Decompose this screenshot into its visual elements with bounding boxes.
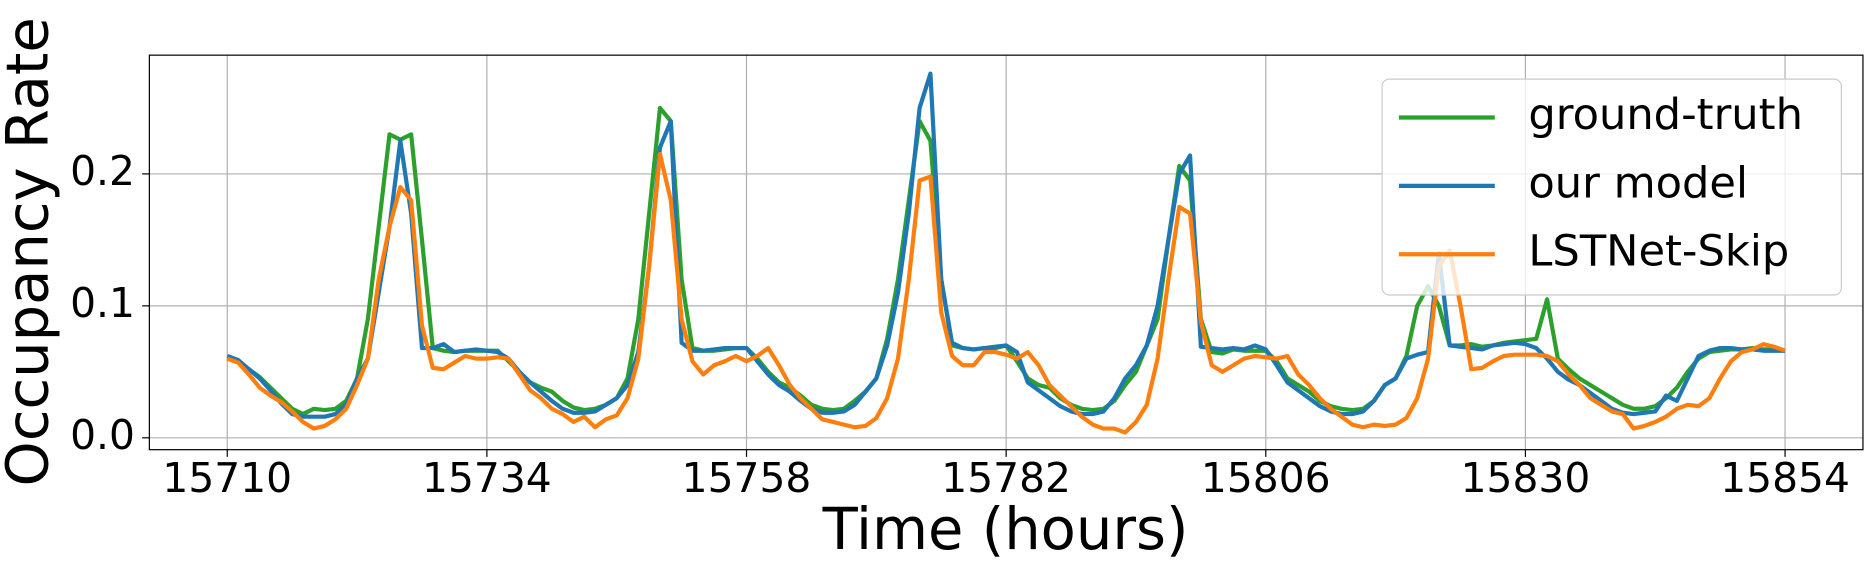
series-line bbox=[226, 71, 1786, 419]
y-tick-label: 0.1 bbox=[70, 279, 135, 327]
plot-frame bbox=[148, 54, 1864, 451]
y-tick-label: 0.2 bbox=[70, 147, 135, 195]
x-tick-label: 15806 bbox=[1201, 454, 1331, 502]
x-tick-label: 15710 bbox=[162, 454, 292, 502]
x-tick-label: 15782 bbox=[941, 454, 1071, 502]
x-tick-label: 15854 bbox=[1720, 454, 1850, 502]
series-line bbox=[226, 152, 1786, 435]
y-tick-label: 0.0 bbox=[70, 411, 135, 459]
legend-box bbox=[1381, 78, 1842, 296]
legend: ground-truth our model LSTNet-Skip bbox=[1381, 78, 1842, 296]
legend-label: our model bbox=[1528, 158, 1748, 208]
x-tick-label: 15734 bbox=[422, 454, 552, 502]
y-axis-label: Occupancy Rate bbox=[0, 17, 61, 486]
legend-label: LSTNet-Skip bbox=[1528, 227, 1789, 277]
x-tick-label: 15758 bbox=[682, 454, 812, 502]
x-axis-label: Time (hours) bbox=[822, 496, 1189, 563]
legend-label: ground-truth bbox=[1528, 90, 1803, 140]
x-tick-label: 15830 bbox=[1461, 454, 1591, 502]
